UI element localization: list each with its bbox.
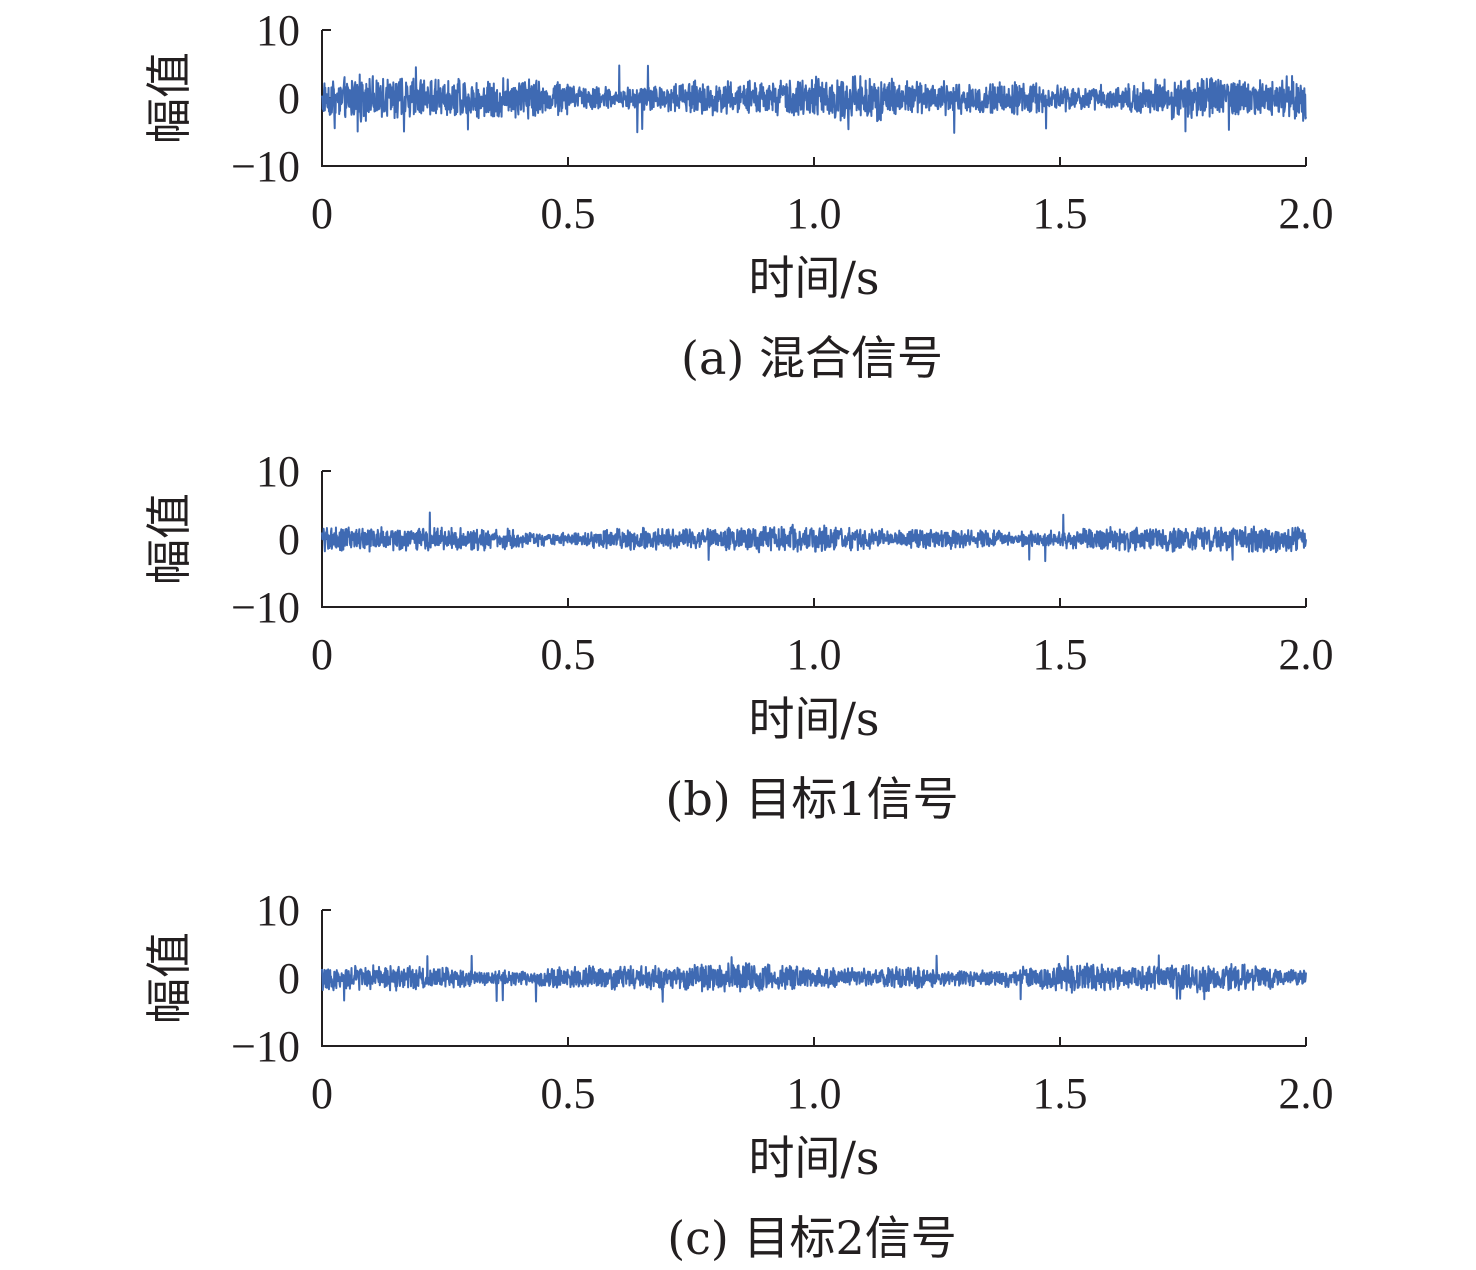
panel-a-x-tick-label: 0 bbox=[311, 189, 333, 238]
panel-b-signal-line bbox=[321, 511, 1307, 563]
panel-c-x-axis-label: 时间/s bbox=[748, 1131, 879, 1185]
panel-c-x-tick-label: 2.0 bbox=[1279, 1069, 1334, 1118]
panel-a-y-tick-label: 10 bbox=[256, 6, 300, 55]
panel-b-x-tick-label: 0 bbox=[311, 630, 333, 679]
panel-c-y-tick-label: −10 bbox=[231, 1022, 300, 1071]
panel-c-x-tick-label: 0.5 bbox=[541, 1069, 596, 1118]
panel-b-x-ticks bbox=[567, 598, 1307, 607]
panel-a-y-tick-label: −10 bbox=[231, 142, 300, 191]
panel-b-y-tick-label: 10 bbox=[256, 447, 300, 496]
panel-a-x-axis-label: 时间/s bbox=[748, 251, 879, 305]
panel-c: 10 0 −10 0 0.5 1.0 1.5 2.0 时间/s 幅值 (c) 目… bbox=[142, 886, 1334, 1265]
panel-a-signal-line bbox=[321, 64, 1307, 134]
panel-a-x-ticks bbox=[567, 157, 1307, 166]
panel-c-signal-line bbox=[321, 954, 1307, 1003]
panel-a: 10 0 −10 0 0.5 1.0 1.5 2.0 时间/s 幅值 (a) 混… bbox=[142, 6, 1334, 385]
panel-a-caption: (a) 混合信号 bbox=[681, 331, 943, 385]
panel-a-x-tick-label: 1.0 bbox=[787, 189, 842, 238]
panel-b-y-axis-label: 幅值 bbox=[142, 493, 196, 585]
panel-a-x-tick-label: 1.5 bbox=[1033, 189, 1088, 238]
panel-b-caption: (b) 目标1信号 bbox=[665, 772, 958, 826]
panel-b-x-tick-label: 0.5 bbox=[541, 630, 596, 679]
panel-b: 10 0 −10 0 0.5 1.0 1.5 2.0 时间/s 幅值 (b) 目… bbox=[142, 447, 1334, 826]
panel-a-y-axis-label: 幅值 bbox=[142, 52, 196, 144]
panel-c-caption: (c) 目标2信号 bbox=[667, 1211, 957, 1265]
panel-c-y-tick-label: 0 bbox=[278, 954, 300, 1003]
panel-a-x-tick-label: 2.0 bbox=[1279, 189, 1334, 238]
panel-a-x-tick-label: 0.5 bbox=[541, 189, 596, 238]
panel-c-x-tick-label: 1.0 bbox=[787, 1069, 842, 1118]
panel-c-y-tick-label: 10 bbox=[256, 886, 300, 935]
panel-b-x-tick-label: 2.0 bbox=[1279, 630, 1334, 679]
panel-c-x-tick-label: 0 bbox=[311, 1069, 333, 1118]
panel-c-x-ticks bbox=[567, 1037, 1307, 1046]
panel-b-y-tick-label: 0 bbox=[278, 515, 300, 564]
panel-c-x-tick-label: 1.5 bbox=[1033, 1069, 1088, 1118]
panel-c-y-axis-label: 幅值 bbox=[142, 932, 196, 1024]
panel-b-x-tick-label: 1.5 bbox=[1033, 630, 1088, 679]
panel-b-y-tick-label: −10 bbox=[231, 583, 300, 632]
panel-b-x-tick-label: 1.0 bbox=[787, 630, 842, 679]
panel-b-x-axis-label: 时间/s bbox=[748, 692, 879, 746]
panel-a-y-tick-label: 0 bbox=[278, 74, 300, 123]
